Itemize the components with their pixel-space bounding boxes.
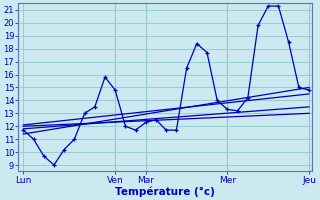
X-axis label: Température (°c): Température (°c) (115, 186, 215, 197)
